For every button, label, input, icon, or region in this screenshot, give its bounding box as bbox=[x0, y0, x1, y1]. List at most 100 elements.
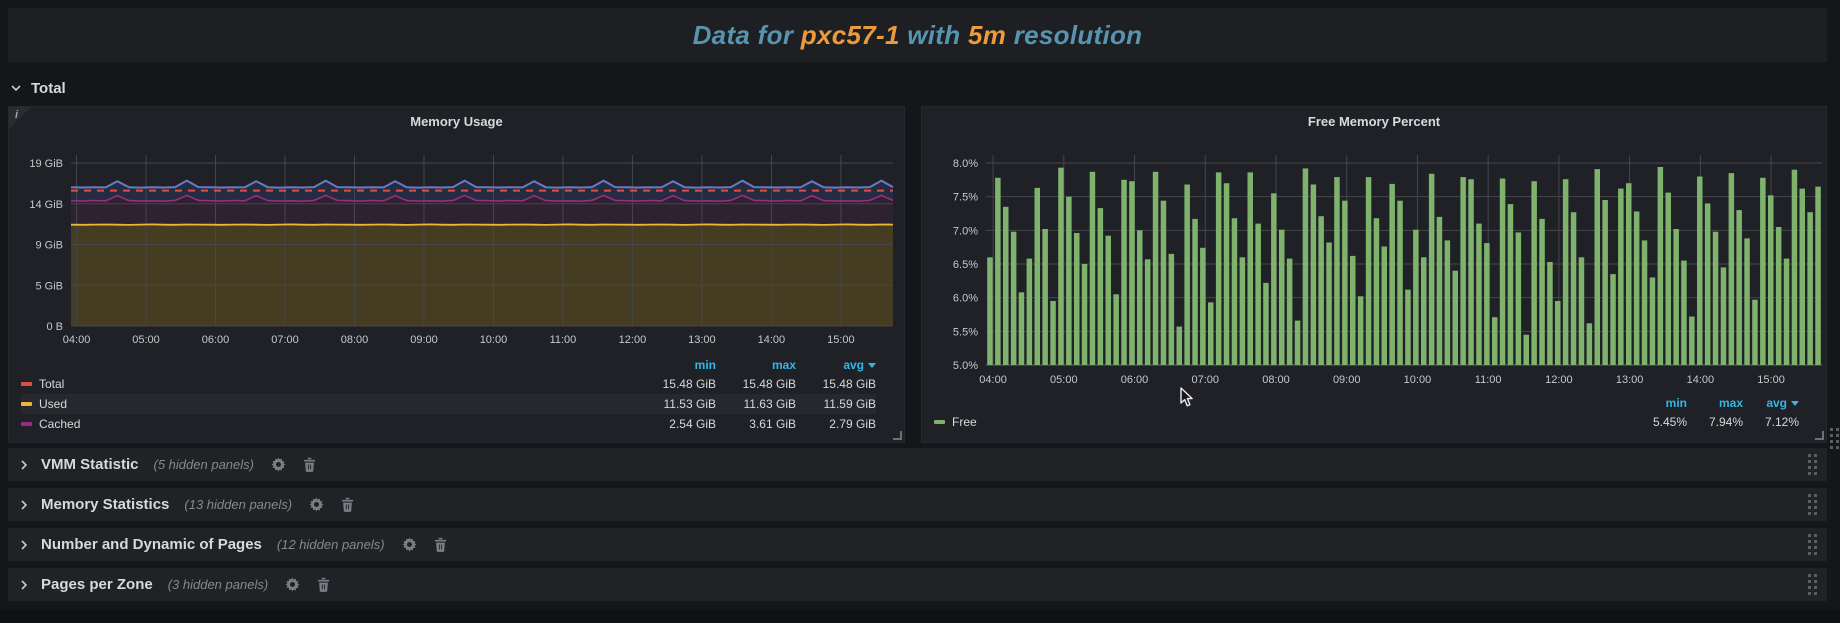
row-vmm-statistic[interactable]: VMM Statistic (5 hidden panels) bbox=[8, 448, 1827, 481]
legend-row-free: Free 5.45% 7.94% 7.12% bbox=[934, 412, 1799, 432]
svg-text:11:00: 11:00 bbox=[1475, 374, 1502, 386]
row-drag-handle[interactable] bbox=[1808, 454, 1817, 475]
row-title[interactable]: Memory Statistics bbox=[41, 496, 170, 513]
row-drag-handle[interactable] bbox=[1808, 574, 1817, 595]
svg-text:12:00: 12:00 bbox=[619, 334, 647, 346]
panel-free-memory-percent: Free Memory Percent 8.0% 7.5% 7.0% 6.5% 6.0%… bbox=[921, 106, 1827, 443]
legend-header-row: min max avg bbox=[21, 356, 876, 374]
panel-resize-handle[interactable] bbox=[893, 431, 902, 440]
svg-text:07:00: 07:00 bbox=[1191, 374, 1219, 386]
gear-icon[interactable] bbox=[285, 577, 300, 592]
free-memory-legend: min max avg Free 5.45% 7.94% 7.12% bbox=[934, 394, 1799, 432]
trash-icon[interactable] bbox=[317, 577, 330, 592]
gear-icon[interactable] bbox=[402, 537, 417, 552]
svg-text:6.5%: 6.5% bbox=[953, 259, 978, 271]
chevron-right-icon bbox=[18, 459, 30, 471]
gear-icon[interactable] bbox=[271, 457, 286, 472]
svg-text:5.0%: 5.0% bbox=[953, 360, 978, 372]
legend-avg-header[interactable]: avg bbox=[796, 358, 876, 372]
svg-text:05:00: 05:00 bbox=[132, 334, 160, 346]
trash-icon[interactable] bbox=[341, 497, 354, 512]
row-title[interactable]: VMM Statistic bbox=[41, 456, 139, 473]
series-color-swatch bbox=[21, 382, 32, 386]
svg-text:5.5%: 5.5% bbox=[953, 326, 978, 338]
legend-min-header[interactable]: min bbox=[1665, 396, 1687, 410]
trash-icon[interactable] bbox=[434, 537, 447, 552]
chevron-right-icon bbox=[18, 579, 30, 591]
chevron-right-icon bbox=[18, 499, 30, 511]
row-title[interactable]: Pages per Zone bbox=[41, 576, 153, 593]
bottom-strip bbox=[0, 609, 1840, 623]
trash-icon[interactable] bbox=[303, 457, 316, 472]
panel-title-memory-usage[interactable]: Memory Usage bbox=[410, 114, 503, 129]
title-part-host: pxc57-1 bbox=[800, 19, 900, 50]
svg-text:8.0%: 8.0% bbox=[953, 158, 978, 170]
title-part-1: Data for bbox=[692, 19, 801, 50]
dashboard-title: Data for pxc57-1 with 5m resolution bbox=[693, 20, 1143, 51]
svg-text:0 B: 0 B bbox=[46, 321, 63, 333]
svg-text:14 GiB: 14 GiB bbox=[29, 199, 63, 211]
svg-text:14:00: 14:00 bbox=[1687, 374, 1715, 386]
series-color-swatch bbox=[21, 402, 32, 406]
svg-text:04:00: 04:00 bbox=[63, 334, 91, 346]
legend-row-total: Total 15.48 GiB 15.48 GiB 15.48 GiB bbox=[21, 374, 876, 394]
svg-text:06:00: 06:00 bbox=[202, 334, 230, 346]
svg-text:7.0%: 7.0% bbox=[953, 225, 978, 237]
cached-avg: 2.79 GiB bbox=[829, 417, 876, 431]
svg-text:14:00: 14:00 bbox=[758, 334, 786, 346]
legend-max-header[interactable]: max bbox=[771, 358, 796, 372]
row-pages-per-zone[interactable]: Pages per Zone (3 hidden panels) bbox=[8, 568, 1827, 601]
svg-text:19 GiB: 19 GiB bbox=[29, 158, 63, 170]
svg-text:6.0%: 6.0% bbox=[953, 293, 978, 305]
svg-text:09:00: 09:00 bbox=[1333, 374, 1361, 386]
dashboard-title-panel: Data for pxc57-1 with 5m resolution bbox=[8, 8, 1827, 62]
panel-info-corner[interactable] bbox=[9, 107, 31, 129]
total-avg: 15.48 GiB bbox=[822, 377, 876, 391]
used-min: 11.53 GiB bbox=[663, 397, 716, 411]
legend-series-used[interactable]: Used bbox=[21, 397, 636, 411]
svg-text:13:00: 13:00 bbox=[1616, 374, 1644, 386]
row-memory-statistics[interactable]: Memory Statistics (13 hidden panels) bbox=[8, 488, 1827, 521]
svg-text:13:00: 13:00 bbox=[688, 334, 716, 346]
legend-row-cached: Cached 2.54 GiB 3.61 GiB 2.79 GiB bbox=[21, 414, 876, 434]
legend-series-cached[interactable]: Cached bbox=[21, 417, 636, 431]
svg-text:11:00: 11:00 bbox=[550, 334, 577, 346]
legend-series-total[interactable]: Total bbox=[21, 377, 636, 391]
svg-text:7.5%: 7.5% bbox=[953, 192, 978, 204]
free-min: 5.45% bbox=[1652, 415, 1687, 429]
legend-max-header[interactable]: max bbox=[1718, 396, 1743, 410]
row-number-dynamic-pages[interactable]: Number and Dynamic of Pages (12 hidden p… bbox=[8, 528, 1827, 561]
row-drag-handle[interactable] bbox=[1830, 428, 1839, 449]
legend-avg-header[interactable]: avg bbox=[1743, 396, 1799, 410]
chevron-right-icon bbox=[18, 539, 30, 551]
row-title[interactable]: Number and Dynamic of Pages bbox=[41, 536, 262, 553]
svg-text:10:00: 10:00 bbox=[1404, 374, 1432, 386]
panel-resize-handle[interactable] bbox=[1815, 431, 1824, 440]
row-drag-handle[interactable] bbox=[1808, 494, 1817, 515]
gear-icon[interactable] bbox=[309, 497, 324, 512]
svg-text:15:00: 15:00 bbox=[1757, 374, 1785, 386]
title-part-3: resolution bbox=[1006, 19, 1143, 50]
svg-text:05:00: 05:00 bbox=[1050, 374, 1078, 386]
title-part-resolution: 5m bbox=[967, 19, 1007, 50]
svg-text:5 GiB: 5 GiB bbox=[35, 280, 63, 292]
used-max: 11.63 GiB bbox=[743, 397, 796, 411]
row-title: Total bbox=[31, 79, 66, 97]
row-header-total[interactable]: Total bbox=[10, 76, 66, 100]
free-max: 7.94% bbox=[1708, 415, 1743, 429]
series-color-swatch bbox=[934, 420, 945, 424]
cached-max: 3.61 GiB bbox=[749, 417, 796, 431]
svg-text:9 GiB: 9 GiB bbox=[35, 240, 63, 252]
series-color-swatch bbox=[21, 422, 32, 426]
row-drag-handle[interactable] bbox=[1808, 534, 1817, 555]
panel-title-free-memory[interactable]: Free Memory Percent bbox=[1307, 114, 1441, 129]
cached-min: 2.54 GiB bbox=[669, 417, 716, 431]
info-icon: i bbox=[15, 109, 19, 121]
legend-row-used: Used 11.53 GiB 11.63 GiB 11.59 GiB bbox=[21, 394, 876, 414]
legend-min-header[interactable]: min bbox=[694, 358, 716, 372]
svg-text:07:00: 07:00 bbox=[271, 334, 299, 346]
title-part-2: with bbox=[899, 19, 968, 50]
used-avg: 11.59 GiB bbox=[823, 397, 876, 411]
legend-series-free[interactable]: Free bbox=[934, 415, 1631, 429]
chevron-down-icon bbox=[10, 82, 22, 94]
